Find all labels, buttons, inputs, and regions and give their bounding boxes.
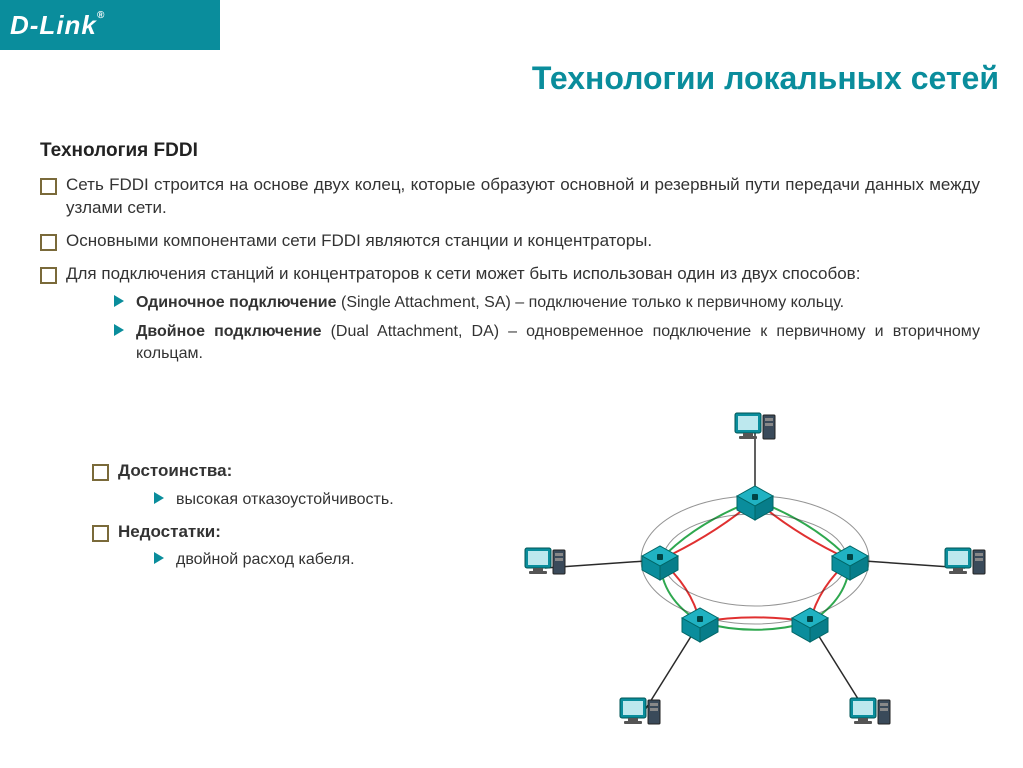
page-title: Технологии локальных сетей bbox=[532, 60, 999, 97]
bullet-3: Для подключения станций и концентраторов… bbox=[40, 263, 980, 365]
adv-item-1: высокая отказоустойчивость. bbox=[154, 489, 492, 511]
adv-list: Достоинства: высокая отказоустойчивость.… bbox=[92, 460, 492, 571]
logo-text: D-Link bbox=[10, 10, 97, 40]
disadv-item-1: двойной расход кабеля. bbox=[154, 549, 492, 571]
sub-2-bold: Двойное подключение bbox=[136, 323, 321, 340]
adv-heading: Достоинства: высокая отказоустойчивость. bbox=[92, 460, 492, 511]
brand-logo: D-Link® bbox=[10, 10, 105, 41]
sub-bullet-list: Одиночное подключение (Single Attachment… bbox=[114, 292, 980, 365]
sub-1-rest: (Single Attachment, SA) – подключение то… bbox=[337, 294, 845, 311]
bullet-1: Сеть FDDI строится на основе двух колец,… bbox=[40, 174, 980, 220]
disadv-items: двойной расход кабеля. bbox=[154, 549, 492, 571]
sub-bullet-2: Двойное подключение (Dual Attachment, DA… bbox=[114, 321, 980, 364]
content-area: Технология FDDI Сеть FDDI строится на ос… bbox=[40, 140, 980, 375]
main-bullet-list: Сеть FDDI строится на основе двух колец,… bbox=[40, 174, 980, 365]
bullet-3-text: Для подключения станций и концентраторов… bbox=[66, 264, 860, 283]
bullet-2: Основными компонентами сети FDDI являютс… bbox=[40, 230, 980, 253]
sub-bullet-1: Одиночное подключение (Single Attachment… bbox=[114, 292, 980, 314]
sub-1-bold: Одиночное подключение bbox=[136, 294, 337, 311]
section-heading: Технология FDDI bbox=[40, 140, 980, 162]
logo-reg: ® bbox=[97, 10, 105, 21]
brand-bar: D-Link® bbox=[0, 0, 220, 50]
disadv-heading: Недостатки: двойной расход кабеля. bbox=[92, 521, 492, 572]
advantages-block: Достоинства: высокая отказоустойчивость.… bbox=[92, 460, 492, 581]
adv-items: высокая отказоустойчивость. bbox=[154, 489, 492, 511]
adv-h2: Недостатки: bbox=[118, 522, 221, 541]
fddi-diagram bbox=[520, 400, 990, 740]
adv-h1: Достоинства: bbox=[118, 461, 232, 480]
